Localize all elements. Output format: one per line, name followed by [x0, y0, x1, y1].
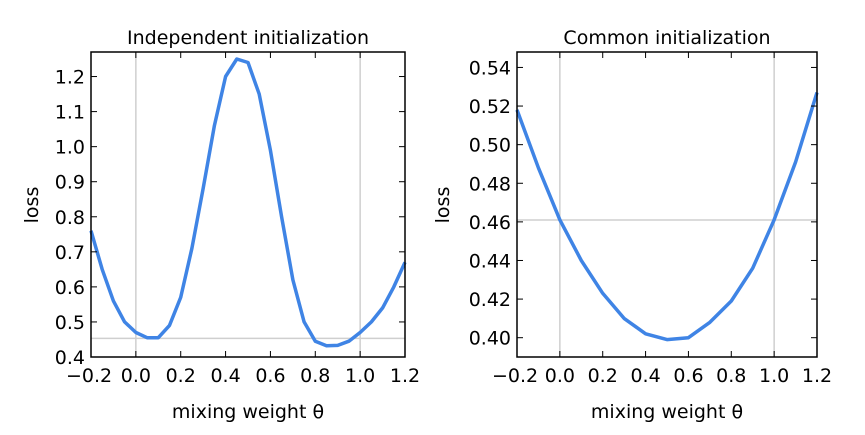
loss-curve-group [89, 57, 407, 348]
x-tick-label: 1.0 [759, 365, 789, 387]
x-axis-label: mixing weight θ [591, 401, 743, 423]
x-tick-label: 0.8 [300, 365, 330, 387]
y-tick-label: 0.42 [469, 289, 511, 311]
x-tick-label: −0.2 [492, 365, 538, 387]
plot-frame [516, 51, 818, 358]
x-tick-label: 1.0 [345, 365, 375, 387]
panel-common-initialization: −0.2 0.0 0.2 0.4 0.6 0.8 1.0 1.2 0.400.420.440.… [432, 27, 832, 423]
plot-frame [90, 51, 406, 358]
y-axis-label: loss [21, 187, 43, 224]
y-tick-label: 0.8 [55, 207, 85, 229]
loss-curve-group [515, 91, 819, 342]
y-tick-label: 0.46 [469, 212, 511, 234]
y-tick-label: 0.4 [55, 347, 85, 369]
x-tick-label: 0.6 [673, 365, 703, 387]
y-tick-label: 0.9 [55, 172, 85, 194]
reference-lines [517, 52, 817, 357]
tick-marks [90, 52, 406, 358]
y-tick-label: 0.7 [55, 242, 85, 264]
y-tick-label: 0.54 [469, 57, 511, 79]
y-tick-label: 0.50 [469, 135, 511, 157]
y-tick-label: 1.2 [55, 67, 85, 89]
x-tick-label: 0.4 [210, 365, 240, 387]
x-tick-label: 0.6 [255, 365, 285, 387]
x-axis-label: mixing weight θ [172, 401, 324, 423]
tick-marks [516, 52, 818, 357]
x-tick-labels: −0.2 0.0 0.2 0.4 0.6 0.8 1.0 1.2 [492, 365, 832, 387]
y-tick-label: 0.5 [55, 312, 85, 334]
panel-independent-initialization: −0.2 0.0 0.2 0.4 0.6 0.8 1.0 1.2 0.40.50.60.70.… [21, 27, 420, 423]
y-tick-label: 1.1 [55, 102, 85, 124]
x-tick-label: −0.2 [66, 365, 112, 387]
y-axis-label: loss [432, 187, 454, 224]
x-tick-label: 0.0 [545, 365, 575, 387]
x-tick-label: 0.2 [166, 365, 196, 387]
x-tick-label: 1.2 [390, 365, 420, 387]
y-tick-label: 0.6 [55, 277, 85, 299]
chart-title: Independent initialization [127, 27, 369, 49]
loss-curve [515, 91, 819, 342]
x-tick-label: 0.8 [716, 365, 746, 387]
x-tick-label: 0.0 [121, 365, 151, 387]
y-tick-label: 0.40 [469, 328, 511, 350]
y-tick-labels: 0.40 0.42 0.44 0.46 0.48 0.50 0.52 0.54 [469, 57, 511, 349]
reference-lines [91, 52, 405, 357]
y-tick-label: 1.0 [55, 137, 85, 159]
x-tick-label: 0.2 [588, 365, 618, 387]
x-tick-label: 1.2 [802, 365, 832, 387]
y-tick-label: 0.52 [469, 96, 511, 118]
x-tick-label: 0.4 [630, 365, 660, 387]
chart-title: Common initialization [563, 27, 770, 49]
y-tick-label: 0.48 [469, 173, 511, 195]
y-tick-labels: 0.4 0.5 0.6 0.7 0.8 0.9 1.0 1.1 1.2 [55, 67, 85, 369]
y-tick-label: 0.44 [469, 250, 511, 272]
loss-curve [89, 57, 407, 348]
x-tick-labels: −0.2 0.0 0.2 0.4 0.6 0.8 1.0 1.2 [66, 365, 420, 387]
